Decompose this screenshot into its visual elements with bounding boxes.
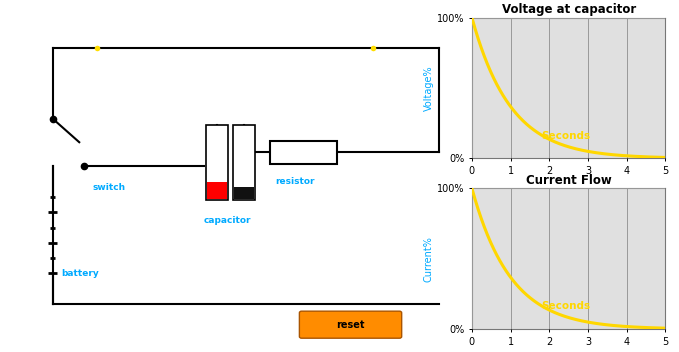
Title: Current Flow: Current Flow <box>526 174 612 187</box>
Title: Voltage at capacitor: Voltage at capacitor <box>502 4 636 17</box>
FancyBboxPatch shape <box>299 311 402 338</box>
Text: resistor: resistor <box>275 177 314 187</box>
Y-axis label: Current%: Current% <box>424 236 434 282</box>
Text: Seconds: Seconds <box>542 131 591 141</box>
Text: Seconds: Seconds <box>542 301 591 312</box>
Text: battery: battery <box>61 269 99 278</box>
Bar <box>206 125 228 200</box>
Bar <box>207 182 227 199</box>
Y-axis label: Voltage%: Voltage% <box>424 65 434 111</box>
Bar <box>270 140 337 164</box>
Text: switch: switch <box>92 183 126 191</box>
Text: reset: reset <box>336 320 365 330</box>
Bar <box>233 125 255 200</box>
Bar <box>234 188 253 199</box>
Text: capacitor: capacitor <box>204 216 251 225</box>
